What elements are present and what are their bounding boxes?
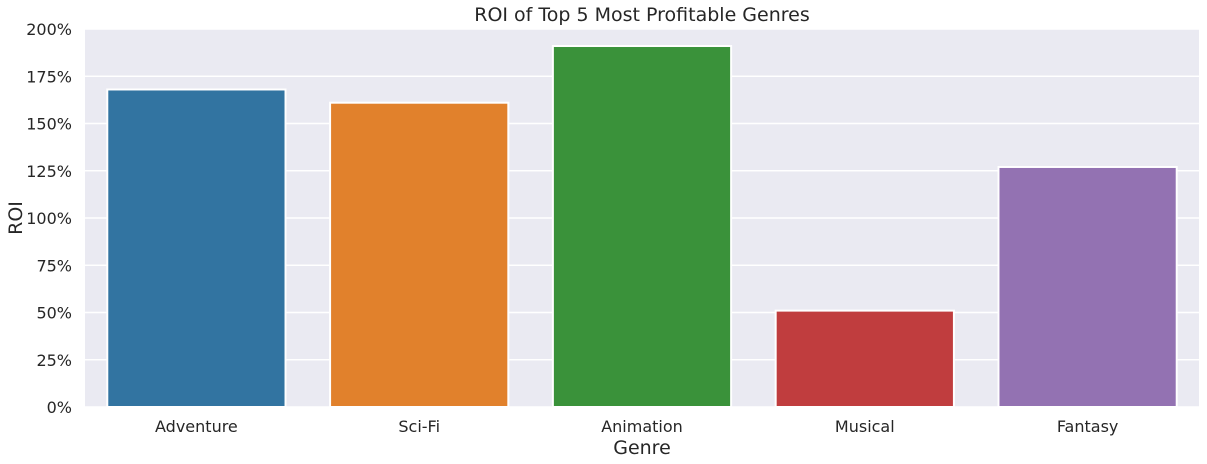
x-tick-label: Animation <box>601 417 683 436</box>
x-tick-labels: Adventure Sci-Fi Animation Musical Fantasy <box>155 417 1118 436</box>
x-tick-label: Musical <box>835 417 895 436</box>
y-tick-label: 125% <box>26 162 72 181</box>
bar-sci-fi <box>329 101 510 409</box>
bar-adventure <box>106 88 287 408</box>
bar-animation <box>551 45 733 408</box>
y-tick-label: 0% <box>47 398 72 417</box>
y-tick-label: 100% <box>26 209 72 228</box>
y-tick-label: 50% <box>36 304 72 323</box>
y-tick-label: 175% <box>26 67 72 86</box>
bar-fantasy <box>997 165 1178 408</box>
y-tick-labels: 0% 25% 50% 75% 100% 125% 150% 175% 200% <box>26 20 72 417</box>
x-tick-label: Adventure <box>155 417 238 436</box>
x-tick-label: Sci-Fi <box>398 417 440 436</box>
bars <box>106 45 1178 409</box>
y-tick-label: 200% <box>26 20 72 39</box>
x-tick-label: Fantasy <box>1057 417 1119 436</box>
y-tick-label: 75% <box>36 256 72 275</box>
x-axis-label: Genre <box>613 437 671 459</box>
bar-musical <box>774 309 955 408</box>
y-tick-label: 25% <box>36 351 72 370</box>
chart-title: ROI of Top 5 Most Profitable Genres <box>474 4 810 26</box>
y-tick-label: 150% <box>26 115 72 134</box>
y-axis-label: ROI <box>5 201 27 235</box>
